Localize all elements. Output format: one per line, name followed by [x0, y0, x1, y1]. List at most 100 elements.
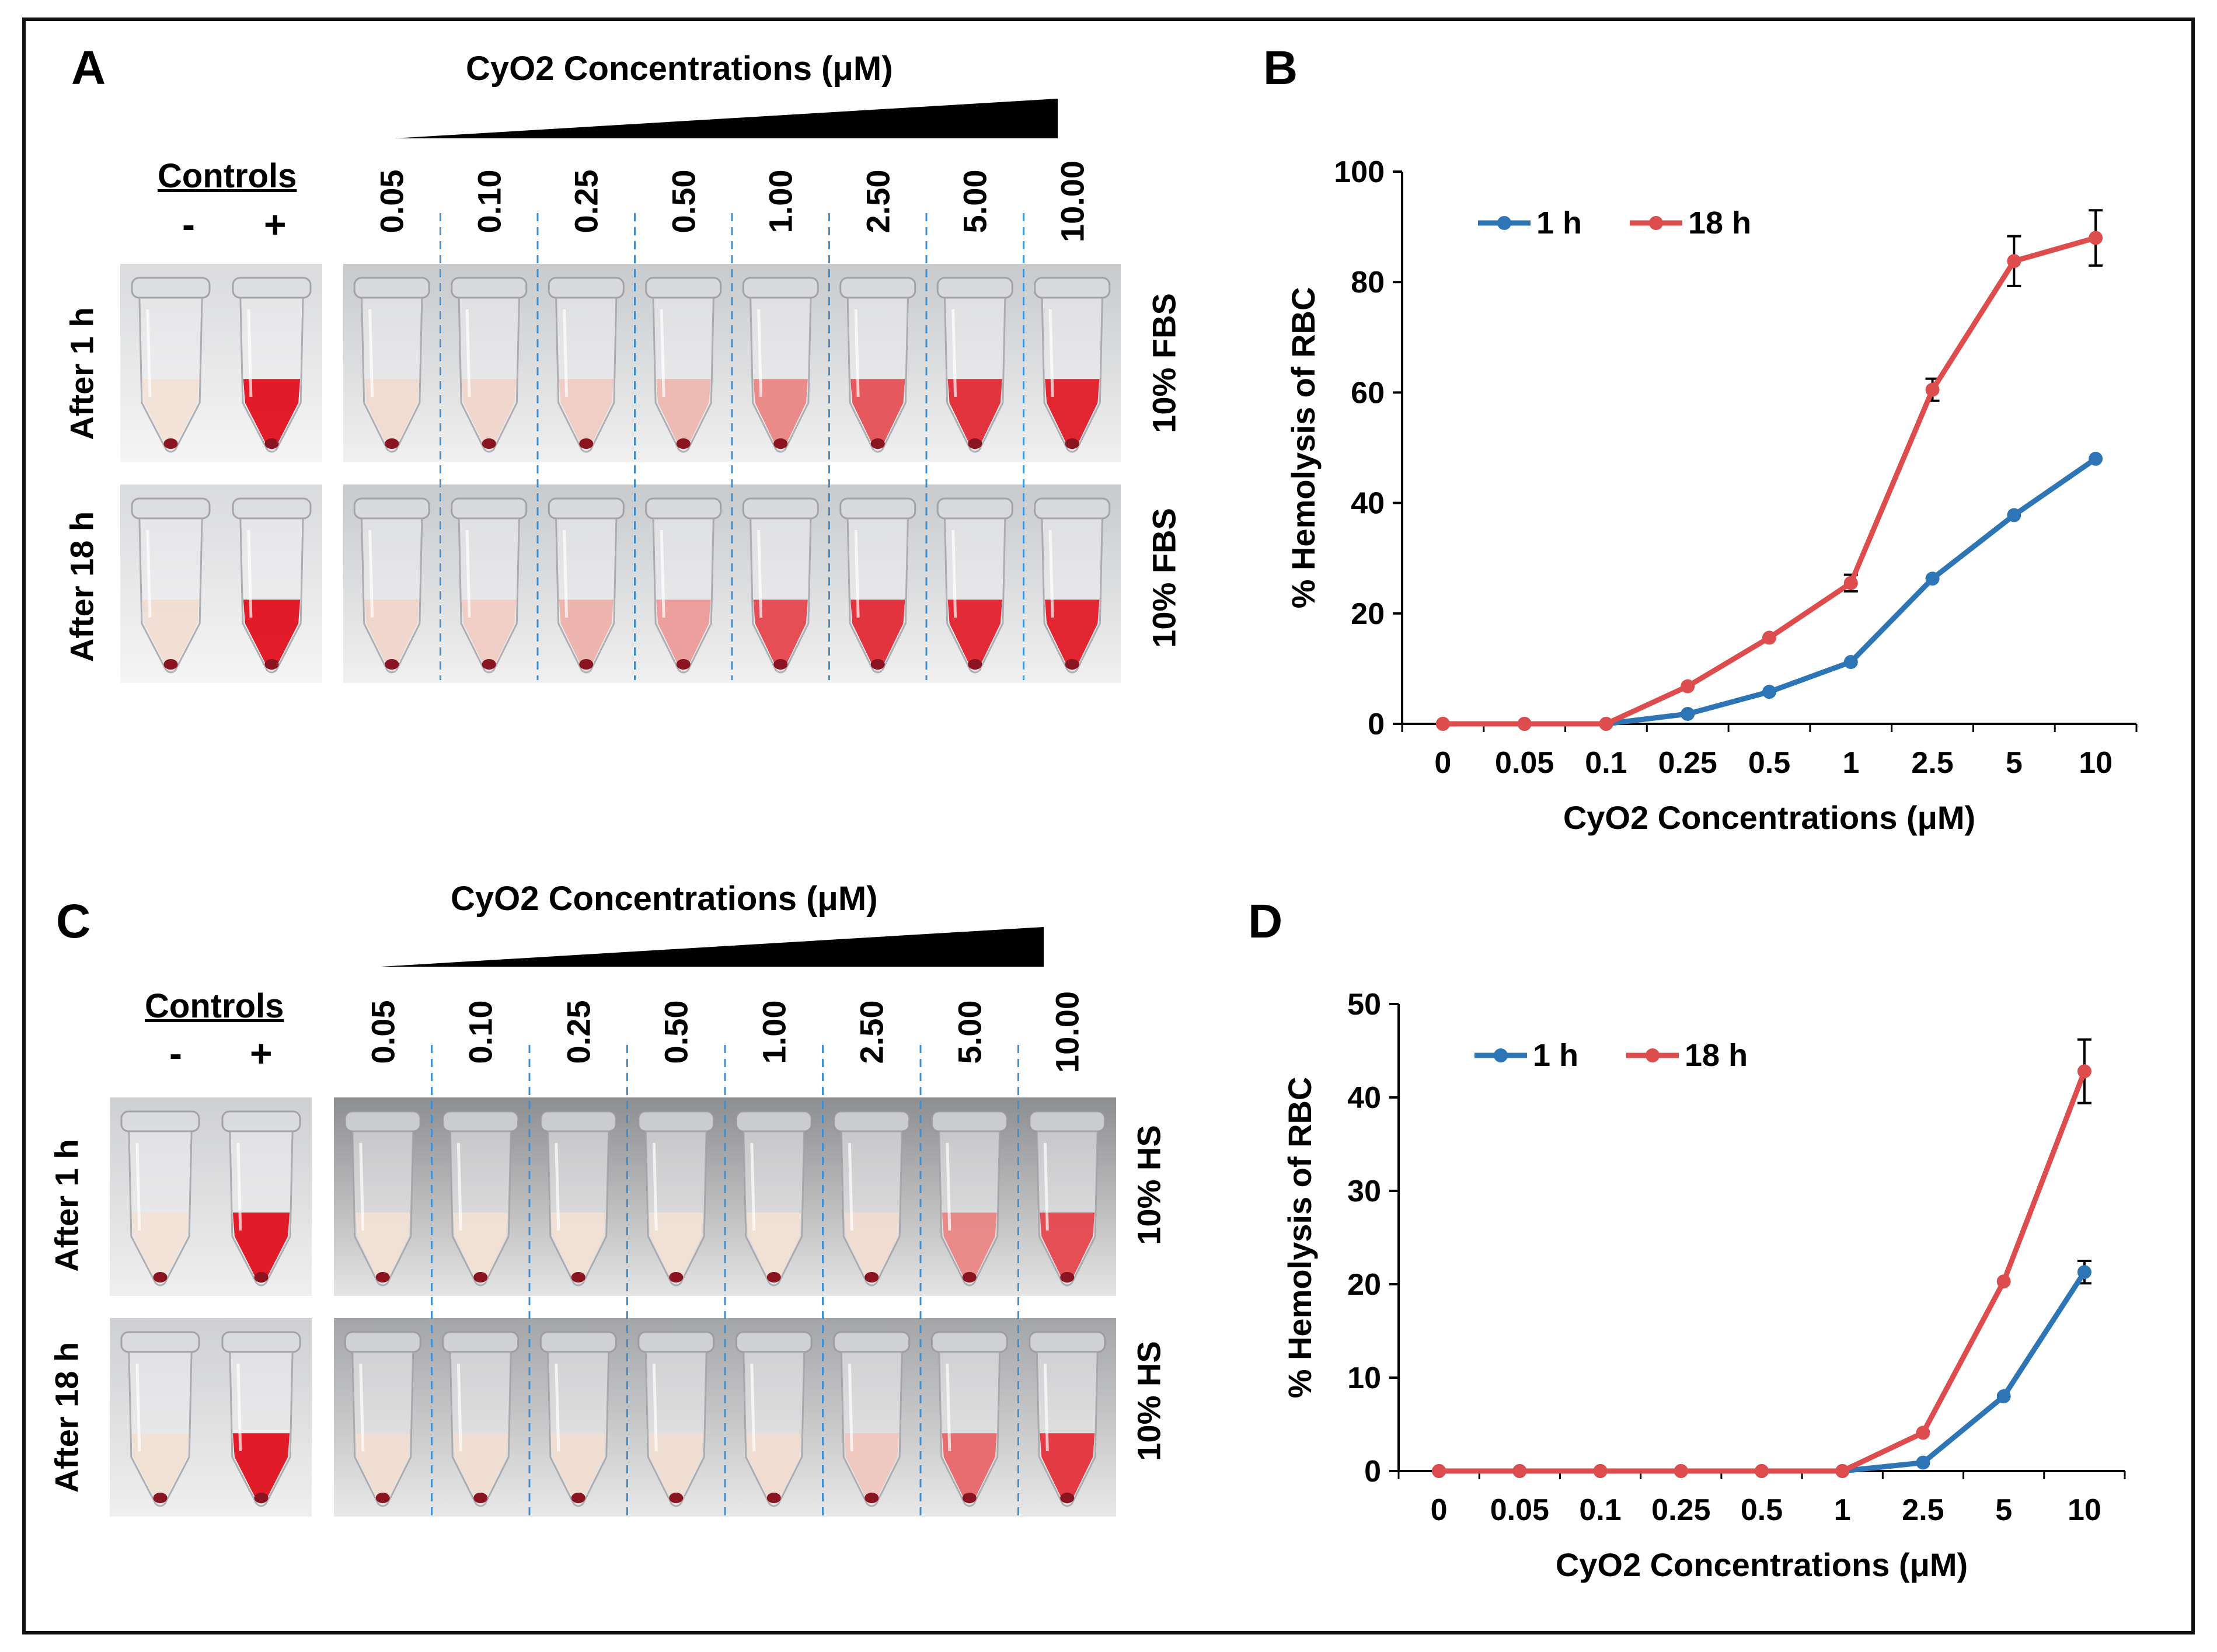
data-point — [1435, 717, 1450, 731]
data-point — [1674, 1464, 1688, 1478]
data-point — [2077, 1064, 2091, 1079]
x-tick-label: 0.25 — [1658, 746, 1717, 780]
samples-a-18h-svg — [343, 485, 1121, 683]
concentration-label-0-05: 0.05 — [364, 1000, 402, 1064]
microtube — [936, 497, 1013, 674]
data-point — [2089, 451, 2103, 466]
panel-a-divider-lines — [440, 213, 1024, 680]
x-tick-label: 0.1 — [1579, 1493, 1621, 1527]
panel-a-medium-label-18h: 10% FBS — [1145, 508, 1183, 648]
microtube — [1029, 1110, 1106, 1287]
x-axis-label: CyO2 Concentrations (μM) — [1556, 1546, 1968, 1583]
microtube — [930, 1331, 1008, 1507]
legend-marker — [1649, 216, 1663, 230]
x-tick-label: 2.5 — [1902, 1493, 1944, 1527]
data-point — [1843, 576, 1858, 590]
y-tick-label: 80 — [1351, 266, 1385, 299]
data-point — [1517, 717, 1532, 731]
panel-label-d: D — [1248, 895, 1283, 948]
panel-c-row-label-1h: After 1 h — [48, 1139, 85, 1272]
data-point — [1512, 1464, 1527, 1478]
chart-b: 0 20 40 60 80 100 0 0.05 0.1 0.25 0.5 1 2.5 5 10 CyO2 C… — [1285, 155, 2138, 836]
microtube — [735, 1331, 813, 1507]
microtube — [833, 1110, 911, 1287]
concentration-label-1-00: 1.00 — [762, 169, 799, 233]
y-tick-label: 40 — [1347, 1081, 1381, 1115]
concentration-label-0-05: 0.05 — [373, 169, 410, 233]
microtube — [131, 277, 211, 453]
controls-c-18h-svg — [110, 1318, 312, 1517]
x-tick-label: 10 — [2068, 1493, 2101, 1527]
microtube — [637, 1110, 715, 1287]
microtube — [451, 497, 528, 674]
data-point — [1432, 1464, 1446, 1478]
microtube — [742, 277, 819, 453]
x-tick-label: 5 — [2006, 746, 2023, 780]
panel-a-gradient-wedge — [395, 99, 1058, 138]
y-tick-label: 50 — [1347, 988, 1381, 1022]
legend-marker — [1497, 216, 1511, 230]
panel-c-controls-photo-1h — [110, 1097, 312, 1296]
microtube — [442, 1331, 520, 1507]
data-point — [1835, 1464, 1850, 1478]
concentration-label-1-00: 1.00 — [755, 1000, 793, 1064]
data-point — [1599, 717, 1613, 731]
y-tick-label: 0 — [1364, 1455, 1381, 1489]
panel-a-control-negative: - — [182, 203, 195, 246]
microtube — [839, 277, 916, 453]
concentration-label-5-00: 5.00 — [951, 1000, 988, 1064]
concentration-label-2-50: 2.50 — [853, 1000, 890, 1064]
series-line — [1442, 456, 2097, 727]
concentration-label-0-50: 0.50 — [665, 169, 702, 233]
y-axis-label: % Hemolysis of RBC — [1281, 1077, 1318, 1399]
data-point — [1681, 706, 1695, 721]
concentration-label-10-00: 10.00 — [1054, 160, 1091, 243]
panel-a-controls-photo-1h — [120, 264, 322, 462]
x-tick-label: 0.5 — [1741, 1493, 1783, 1527]
panel-c-controls-title: Controls — [145, 987, 284, 1025]
panel-a-samples-photo-1h — [343, 264, 1121, 462]
x-tick-label: 0.05 — [1490, 1493, 1549, 1527]
panel-label-a: A — [71, 41, 106, 95]
microtube — [1034, 497, 1111, 674]
microtube — [120, 1331, 200, 1507]
concentration-label-2-50: 2.50 — [859, 169, 897, 233]
data-point — [1762, 685, 1776, 699]
microtube — [936, 277, 1013, 453]
panel-a-samples-photo-18h — [343, 485, 1121, 683]
microtube — [131, 497, 211, 674]
controls-a-1h-svg — [120, 264, 322, 462]
x-tick-label: 2.5 — [1911, 746, 1953, 780]
x-tick-label: 0.1 — [1585, 746, 1627, 780]
microtube — [221, 1110, 301, 1287]
legend-label: 18 h — [1685, 1038, 1748, 1073]
data-point — [1925, 382, 1940, 397]
x-axis-label: CyO2 Concentrations (μM) — [1563, 799, 1975, 836]
microtube — [221, 1331, 301, 1507]
data-point — [1843, 655, 1858, 670]
concentration-label-0-25: 0.25 — [567, 169, 605, 233]
microtube — [548, 497, 625, 674]
microtube — [353, 497, 430, 674]
data-point — [2007, 254, 2021, 269]
microtube — [120, 1110, 200, 1287]
data-point — [1996, 1389, 2011, 1403]
panel-a-concentration-title: CyO2 Concentrations (μM) — [466, 50, 893, 88]
panel-a-medium-label-1h: 10% FBS — [1145, 293, 1183, 433]
legend-entry-18h: 18 h — [1626, 1038, 1748, 1073]
concentration-label-0-50: 0.50 — [657, 1000, 695, 1064]
x-tick-label: 0 — [1434, 746, 1451, 780]
x-tick-label: 5 — [1995, 1493, 2012, 1527]
x-tick-label: 0 — [1431, 1493, 1448, 1527]
microtube — [735, 1110, 813, 1287]
panel-a-controls-photo-18h — [120, 485, 322, 683]
data-point — [1681, 679, 1695, 693]
data-point — [2089, 231, 2103, 245]
concentration-label-5-00: 5.00 — [956, 169, 994, 233]
series-line — [1439, 1270, 2087, 1474]
samples-a-1h-svg — [343, 264, 1121, 462]
controls-c-1h-svg — [110, 1097, 312, 1296]
series-1h — [1432, 1260, 2091, 1478]
series-line — [1442, 235, 2097, 727]
data-point — [1916, 1455, 1930, 1470]
